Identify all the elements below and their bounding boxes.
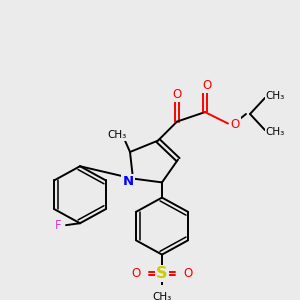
- Text: F: F: [55, 219, 61, 232]
- Text: O: O: [183, 267, 193, 280]
- Text: CH₃: CH₃: [107, 130, 127, 140]
- Text: S: S: [156, 266, 168, 281]
- Text: CH₃: CH₃: [266, 127, 285, 137]
- Text: O: O: [131, 267, 141, 280]
- Text: O: O: [202, 79, 211, 92]
- Text: N: N: [122, 175, 134, 188]
- Text: O: O: [172, 88, 182, 101]
- Text: O: O: [230, 118, 240, 131]
- Text: CH₃: CH₃: [266, 91, 285, 101]
- Text: CH₃: CH₃: [152, 292, 172, 300]
